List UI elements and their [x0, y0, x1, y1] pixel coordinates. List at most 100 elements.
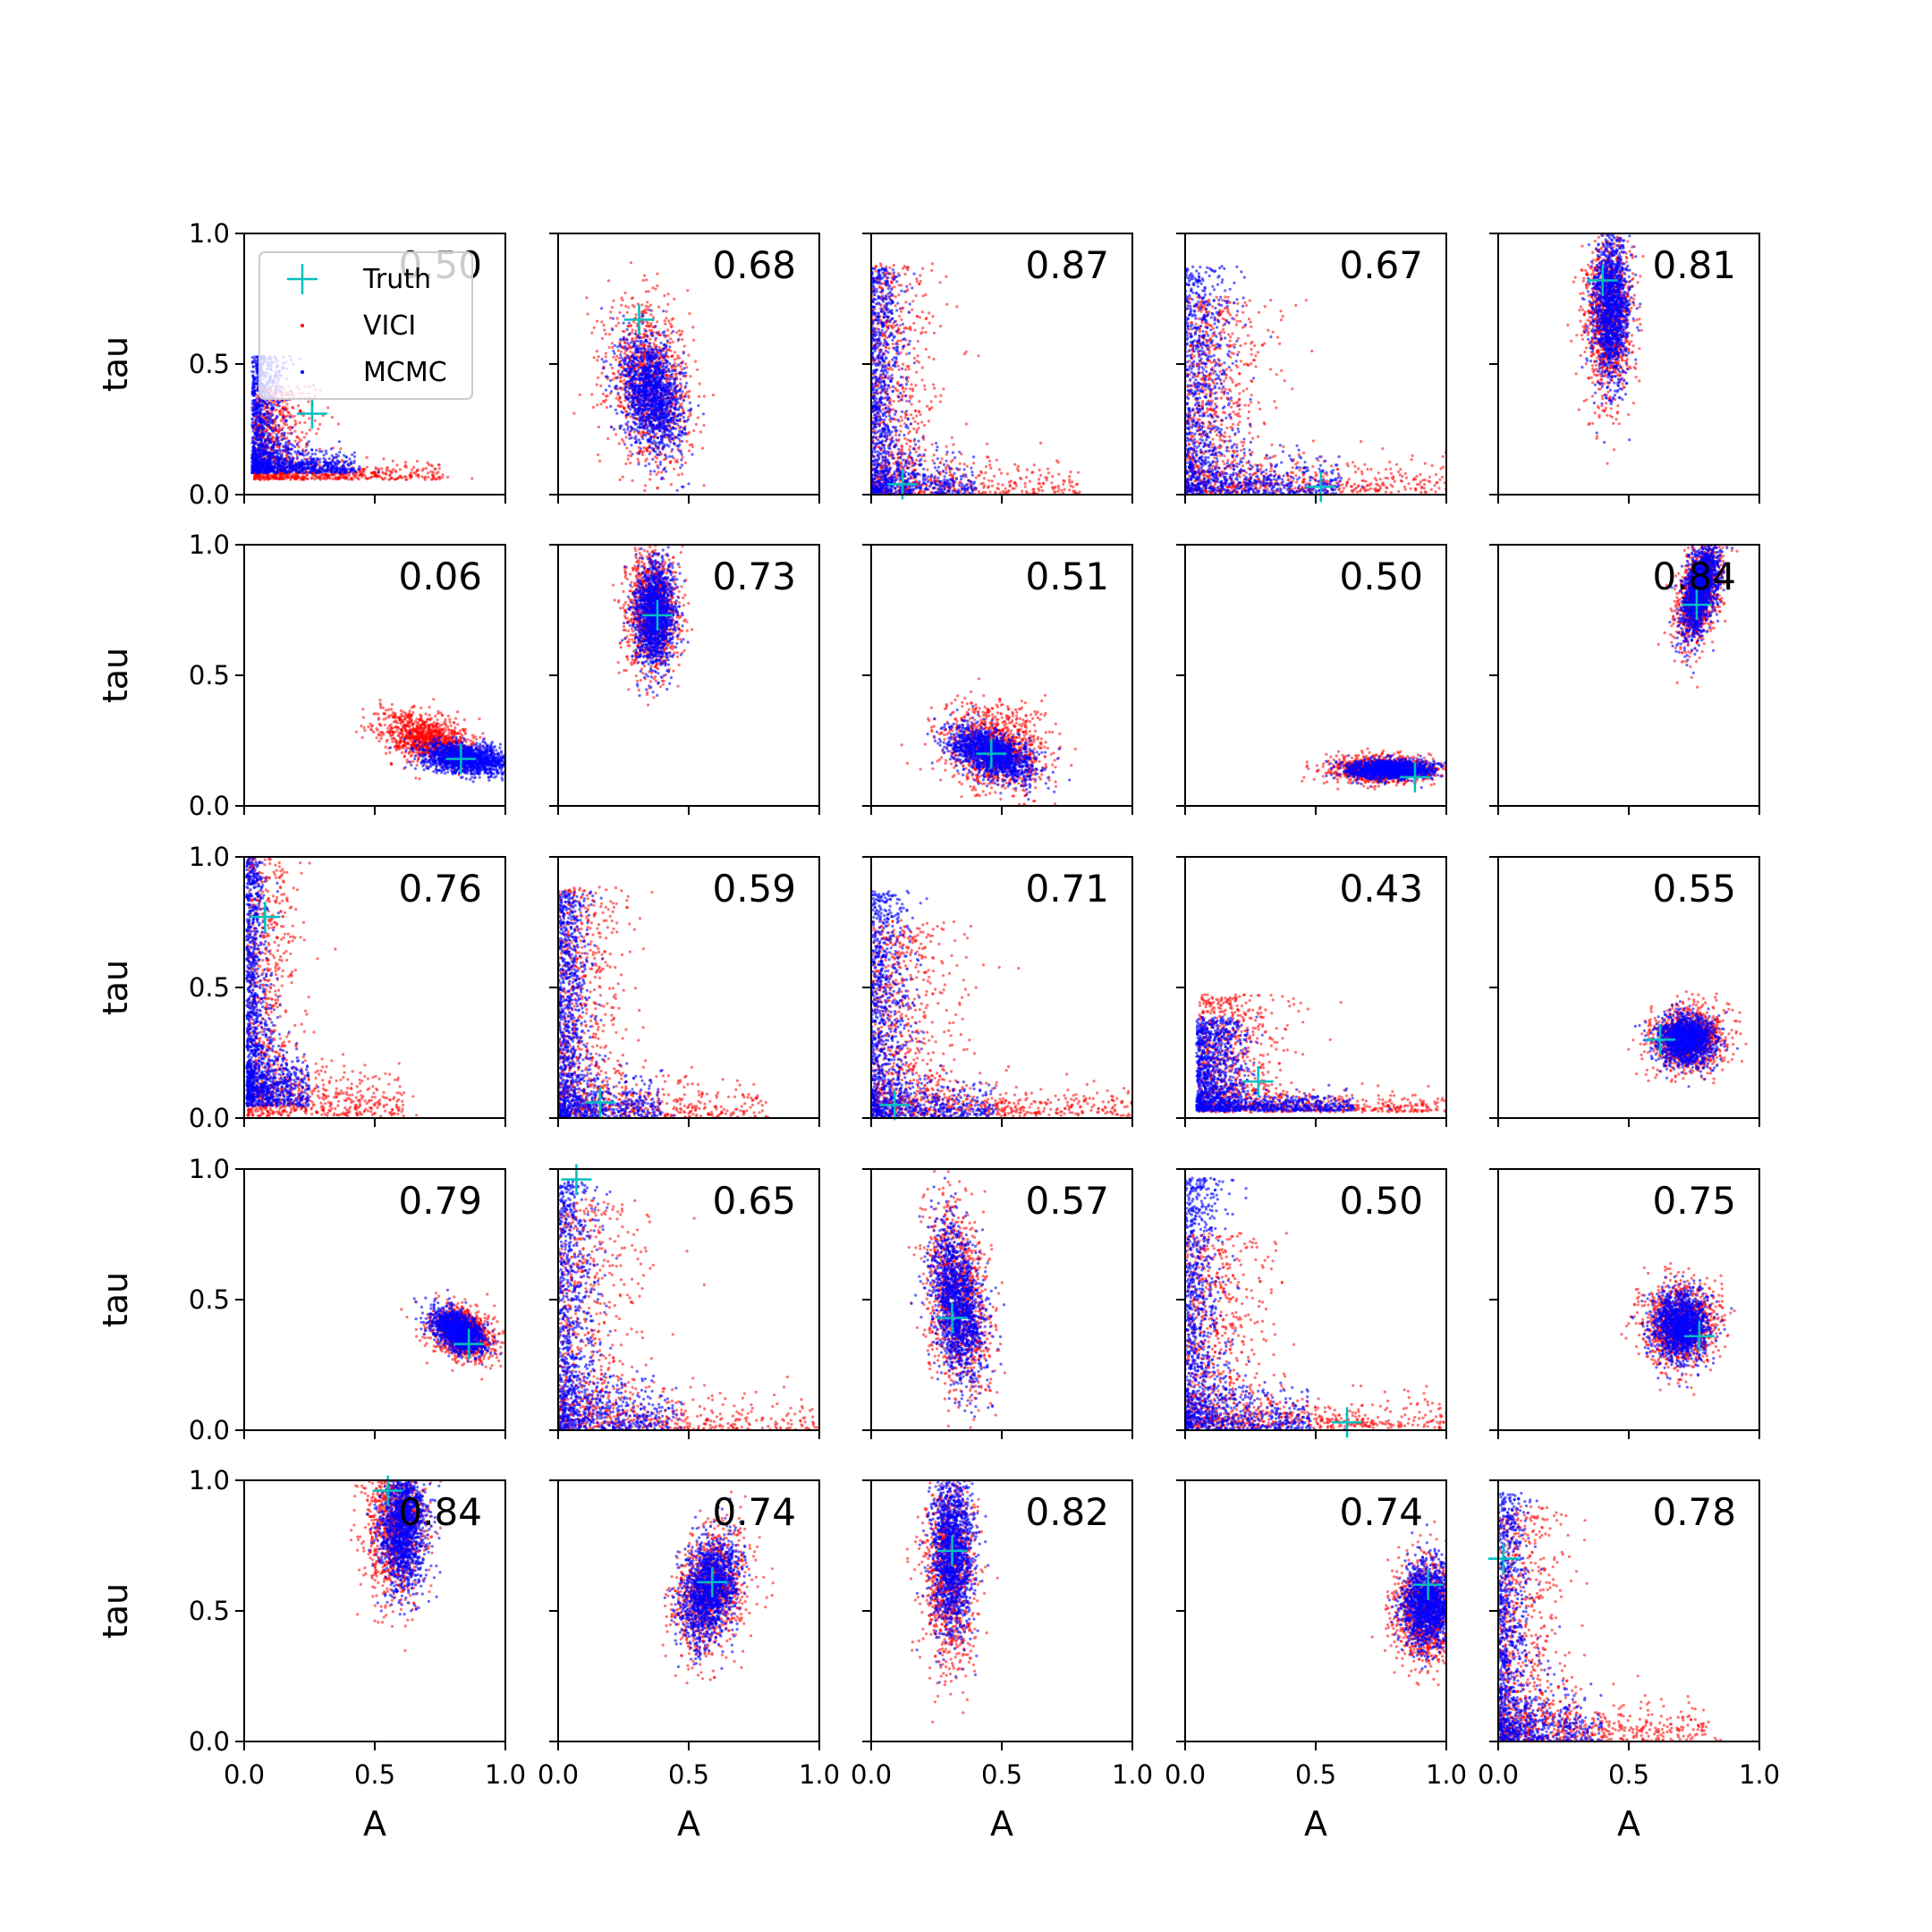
vici-point [403, 465, 406, 468]
mcmc-point [677, 338, 680, 341]
mcmc-point [659, 350, 662, 352]
mcmc-point [276, 450, 279, 453]
mcmc-point [643, 349, 646, 352]
mcmc-point [263, 413, 266, 416]
vici-point [627, 454, 630, 457]
vici-point [417, 476, 419, 479]
vici-point [380, 476, 383, 479]
mcmc-point [671, 392, 674, 394]
vici-point [654, 288, 657, 291]
mcmc-point [678, 389, 681, 392]
vici-point [598, 460, 601, 462]
mcmc-point [631, 406, 633, 409]
mcmc-point [627, 390, 630, 393]
mcmc-point [628, 357, 631, 360]
mcmc-point [619, 353, 622, 356]
mcmc-point [628, 437, 631, 440]
vici-point [605, 352, 607, 355]
vici-point [629, 344, 631, 347]
mcmc-point [609, 379, 612, 382]
mcmc-point [674, 381, 676, 384]
vici-point [618, 311, 621, 314]
mcmc-point [636, 397, 639, 400]
mcmc-point [290, 432, 292, 435]
vici-point [314, 419, 317, 422]
mcmc-point [645, 352, 648, 354]
vici-point [390, 470, 393, 473]
mcmc-point [309, 462, 312, 464]
vici-point [303, 421, 306, 424]
vici-point [631, 297, 633, 300]
mcmc-point [357, 468, 360, 470]
vici-point [639, 382, 641, 385]
vici-point [657, 306, 660, 309]
mcmc-point [638, 388, 640, 391]
mcmc-point [662, 309, 665, 312]
mcmc-point [667, 368, 670, 370]
mcmc-point [665, 384, 667, 386]
vici-point [394, 470, 397, 473]
mcmc-point [630, 444, 632, 446]
mcmc-point [655, 346, 657, 349]
mcmc-point [666, 410, 669, 412]
mcmc-point [624, 369, 627, 372]
mcmc-point [657, 411, 659, 413]
vici-point [284, 406, 286, 409]
vici-point [632, 320, 635, 323]
vici-point [434, 478, 436, 480]
mcmc-point [685, 382, 688, 385]
mcmc-point [301, 453, 304, 455]
mcmc-point [645, 415, 648, 418]
mcmc-point [275, 441, 278, 444]
vici-point [656, 273, 658, 275]
vici-point [438, 467, 441, 470]
mcmc-point [631, 453, 633, 455]
mcmc-point [669, 441, 672, 444]
mcmc-point [636, 344, 639, 347]
mcmc-point [657, 405, 659, 408]
mcmc-point [632, 357, 635, 360]
mcmc-point [657, 436, 659, 439]
mcmc-point [258, 429, 260, 432]
mcmc-point [679, 394, 682, 397]
vici-point [691, 326, 694, 328]
vici-point [645, 290, 648, 292]
mcmc-point [282, 470, 284, 472]
mcmc-point [657, 416, 659, 419]
vici-point [366, 456, 369, 459]
mcmc-point [647, 402, 649, 405]
panel-points [572, 261, 715, 492]
mcmc-point [315, 449, 318, 452]
vici-point [292, 407, 294, 410]
mcmc-point [267, 462, 270, 465]
mcmc-point [657, 382, 659, 385]
mcmc-point [675, 377, 678, 380]
vici-point [470, 477, 473, 479]
vici-point [412, 471, 415, 474]
mcmc-point [635, 373, 638, 376]
mcmc-point [281, 455, 284, 458]
mcmc-point [640, 374, 643, 377]
mcmc-point [661, 405, 664, 408]
mcmc-point [644, 464, 647, 467]
mcmc-point [657, 466, 659, 469]
mcmc-point [629, 408, 631, 411]
vici-point [640, 303, 643, 306]
vici-point [669, 337, 672, 340]
mcmc-point [259, 456, 262, 459]
mcmc-point [348, 457, 351, 460]
mcmc-point [618, 425, 621, 428]
mcmc-point [672, 330, 674, 333]
vici-point [326, 406, 329, 409]
mcmc-point [637, 369, 640, 371]
mcmc-point [648, 400, 650, 402]
mcmc-point [345, 471, 348, 474]
mcmc-point [283, 432, 285, 435]
mcmc-point [628, 372, 631, 375]
mcmc-point [682, 390, 684, 393]
mcmc-point [640, 340, 643, 343]
mcmc-point [258, 427, 260, 429]
mcmc-point [681, 463, 683, 466]
mcmc-point [273, 444, 275, 446]
vici-point [600, 320, 603, 323]
